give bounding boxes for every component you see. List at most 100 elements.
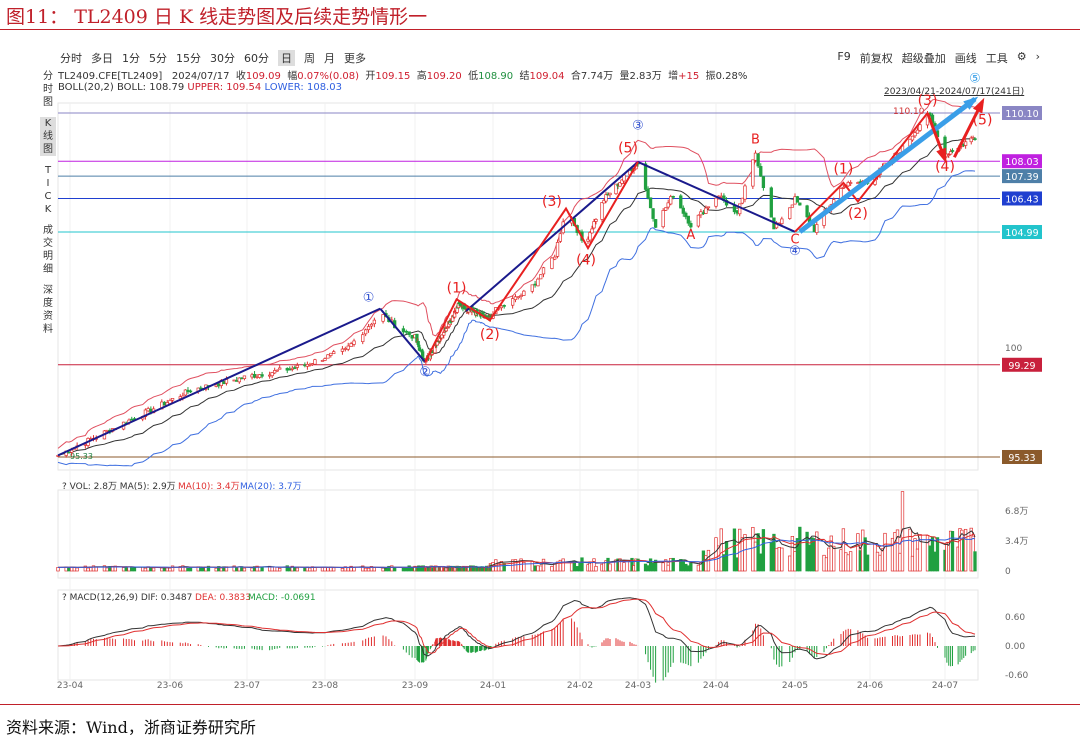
- source-note: 资料来源：Wind，浙商证券研究所: [6, 718, 256, 737]
- x-tick-label: 23-04: [57, 681, 83, 691]
- candle-body: [553, 256, 557, 260]
- tool-0[interactable]: F9: [837, 50, 851, 63]
- volume-value: 2.83万: [629, 71, 662, 82]
- candle-body: [769, 187, 773, 218]
- candle-body: [449, 320, 453, 323]
- dea-line: [57, 598, 976, 656]
- candle-body: [502, 305, 506, 307]
- candle-body: [235, 380, 239, 382]
- volume-bar: [105, 567, 109, 572]
- candle-body: [372, 319, 377, 325]
- candle-body: [795, 196, 800, 203]
- tab-8[interactable]: 周: [304, 52, 315, 65]
- candle-body: [798, 202, 802, 206]
- close-value: 109.09: [245, 71, 281, 82]
- volume-bar: [522, 561, 526, 572]
- tab-2[interactable]: 1分: [122, 52, 140, 65]
- volume-bar: [863, 537, 867, 572]
- tool-4[interactable]: 工具: [985, 52, 1008, 65]
- tab-5[interactable]: 30分: [210, 52, 235, 65]
- volume-bar: [790, 536, 795, 572]
- volume-bar: [165, 567, 169, 572]
- tab-4[interactable]: 15分: [176, 52, 201, 65]
- candle-body: [217, 383, 221, 387]
- volume-bar: [260, 566, 264, 572]
- tab-7[interactable]: 日: [278, 50, 295, 66]
- tab-0[interactable]: 分时: [60, 52, 82, 65]
- candle-body: [105, 429, 109, 432]
- candle-body: [743, 185, 747, 200]
- macd-tick-label: -0.60: [1005, 671, 1029, 681]
- volume-bar: [404, 567, 408, 572]
- tool-1[interactable]: 前复权: [859, 52, 893, 65]
- candle-body: [252, 374, 257, 378]
- volume-bar: [516, 561, 520, 572]
- sidebar-item-3[interactable]: 成交明细: [43, 225, 53, 275]
- sidebar-item-4[interactable]: 深度资料: [43, 285, 53, 335]
- candle-body: [232, 379, 236, 382]
- vol-ma20-line: [57, 536, 976, 568]
- level-tag: [1002, 449, 1042, 464]
- candle-body: [740, 197, 744, 204]
- candle-body: [973, 138, 977, 140]
- volume-bar: [372, 567, 377, 572]
- sidebar-item-0[interactable]: 分时图: [43, 71, 53, 108]
- volume-bar: [935, 537, 940, 572]
- candle-body: [947, 154, 951, 156]
- volume-bar: [384, 567, 388, 572]
- candle-body: [588, 232, 592, 241]
- change-value: 0.07%(0.08): [297, 71, 360, 82]
- volume-bar: [671, 557, 675, 572]
- pane-frame-1: [57, 489, 979, 579]
- change-label: 幅: [287, 71, 298, 82]
- candle-body: [510, 298, 515, 306]
- volume-bar: [186, 567, 190, 572]
- high-label: 高: [416, 71, 427, 82]
- candle-body: [323, 358, 327, 361]
- volume-bar: [214, 567, 218, 572]
- wave-label: (5): [618, 141, 638, 157]
- low-mark: 95.33: [70, 452, 93, 461]
- candle-body: [214, 384, 218, 387]
- navy-trend-line: [57, 307, 381, 457]
- candle-body: [788, 207, 792, 219]
- tab-1[interactable]: 多日: [91, 52, 113, 65]
- volume-bar: [592, 558, 596, 572]
- candle-body: [704, 207, 708, 214]
- level-tag: [1002, 191, 1042, 206]
- level-tag: [1002, 225, 1042, 240]
- open-label: 开: [365, 71, 376, 82]
- tool-6[interactable]: ›: [1035, 50, 1040, 63]
- volume-bar: [832, 545, 836, 572]
- tab-9[interactable]: 月: [324, 52, 335, 65]
- wave-label: C: [790, 232, 799, 247]
- candle-body: [805, 205, 809, 218]
- candle-body: [915, 129, 920, 134]
- candle-body: [363, 329, 368, 335]
- macd-tick-label: 0.00: [1005, 642, 1025, 652]
- settle-label: 结: [519, 71, 530, 82]
- tool-3[interactable]: 画线: [954, 52, 977, 65]
- tab-6[interactable]: 60分: [244, 52, 269, 65]
- volume-bar: [201, 567, 206, 572]
- candle-body: [313, 359, 317, 365]
- candle-body: [442, 332, 446, 336]
- candle-body: [963, 141, 968, 146]
- volume-bar: [352, 567, 356, 572]
- candle-body: [614, 183, 618, 195]
- tab-10[interactable]: 更多: [344, 52, 366, 65]
- date-range[interactable]: 2023/04/21-2024/07/17(241日): [884, 87, 1025, 97]
- vol-ma5-line: [57, 526, 976, 569]
- wave-label: ②: [419, 365, 431, 380]
- candle-body: [278, 367, 282, 370]
- tab-3[interactable]: 5分: [149, 52, 167, 65]
- candle-body: [684, 212, 688, 218]
- candle-body: [320, 360, 325, 362]
- level-tag: [1002, 106, 1042, 120]
- tool-2[interactable]: 超级叠加: [901, 52, 946, 65]
- volume-bar: [973, 551, 977, 572]
- tool-5[interactable]: ⚙: [1016, 50, 1027, 63]
